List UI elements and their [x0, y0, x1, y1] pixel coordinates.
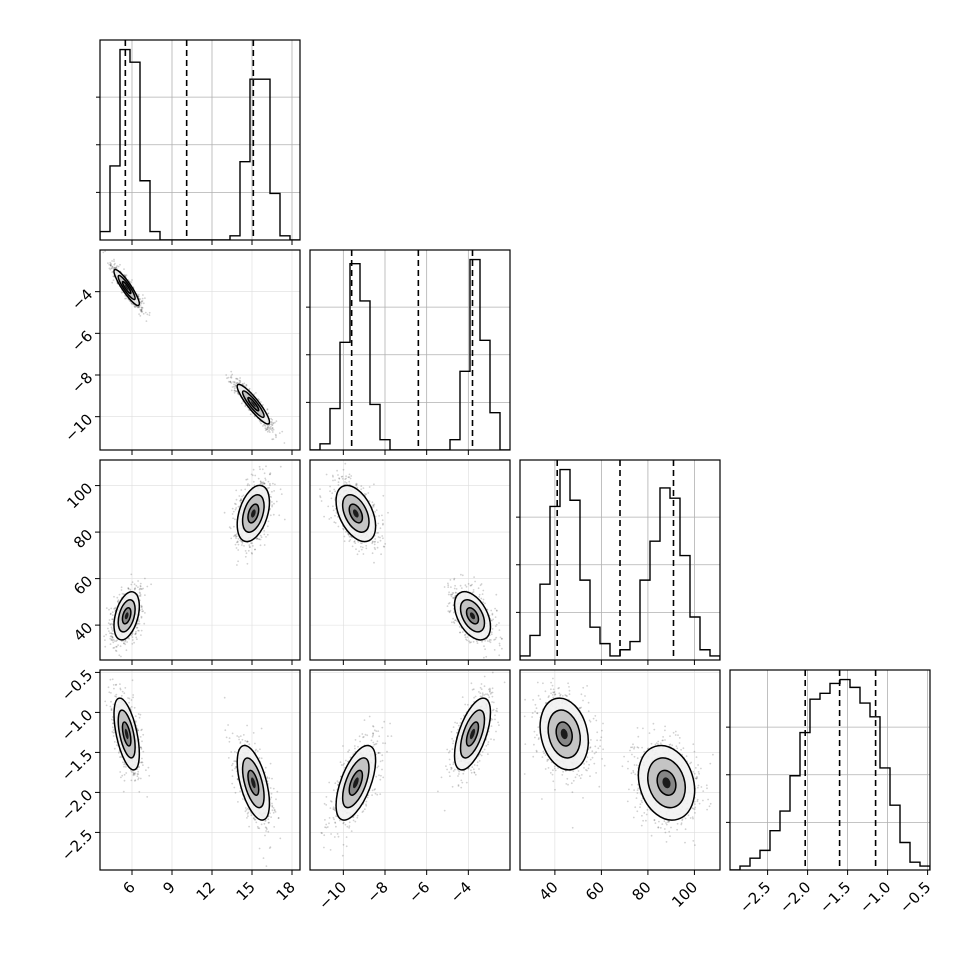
panel-frame	[309, 669, 511, 871]
panel-1-1	[306, 249, 511, 455]
density-contour-1	[335, 744, 377, 821]
density-contour-0	[453, 697, 492, 771]
panel-frame	[519, 669, 721, 871]
density-contour-1	[236, 484, 271, 543]
grid	[310, 250, 510, 450]
panel-frame	[99, 459, 301, 661]
panel-2-0: 40 60 80 100	[63, 459, 301, 665]
histogram-3	[730, 678, 930, 870]
panel-frame	[99, 249, 301, 451]
y-tick-label: −1.0	[58, 706, 96, 744]
grid	[100, 40, 300, 240]
x-tick-label: 6	[119, 878, 138, 897]
y-tick-label: −2.0	[58, 786, 96, 824]
y-tick-label: 100	[63, 479, 96, 512]
x-tick-label: −10	[315, 878, 350, 913]
density-contour-0	[113, 697, 141, 771]
panel-frame	[519, 459, 721, 661]
x-tick-label: −2.0	[776, 878, 814, 916]
y-tick-label: −10	[61, 410, 96, 445]
panel-frame	[309, 249, 511, 451]
x-tick-label: 100	[668, 878, 701, 911]
x-tick-label: 60	[582, 878, 608, 904]
y-tick-label: −6	[68, 327, 96, 355]
grid	[100, 670, 300, 870]
density-contour-1	[637, 744, 696, 821]
panel-3-2: 40 60 80 100	[519, 669, 721, 911]
x-tick-label: −1.0	[856, 878, 894, 916]
y-tick-label: −4	[68, 285, 96, 313]
density-contour-0	[113, 590, 141, 641]
density-contour-0	[453, 590, 492, 641]
density-contour-1	[236, 383, 271, 425]
x-tick-label: 9	[159, 878, 178, 897]
density-contour-0	[539, 697, 590, 771]
panel-2-1	[309, 459, 511, 665]
panel-3-3: −2.5 −2.0 −1.5 −1.0 −0.5	[726, 669, 934, 917]
x-tick-label: 80	[629, 878, 655, 904]
x-tick-label: −4	[447, 878, 475, 906]
density-contour-1	[335, 484, 377, 543]
x-tick-label: −2.5	[736, 878, 774, 916]
y-tick-label: −1.5	[58, 746, 96, 784]
panel-frame	[99, 669, 301, 871]
y-tick-label: −0.5	[58, 666, 96, 704]
panel-0-0	[96, 39, 301, 245]
y-tick-label: 40	[70, 619, 96, 645]
grid	[730, 670, 930, 870]
x-tick-label: 40	[535, 878, 561, 904]
x-tick-label: 15	[233, 878, 259, 904]
x-tick-label: −8	[363, 878, 391, 906]
histogram-0	[100, 48, 300, 240]
y-tick-label: 80	[70, 526, 96, 552]
grid	[310, 670, 510, 870]
density-contour-0	[113, 268, 141, 307]
panel-frame	[309, 459, 511, 661]
scatter-points	[320, 671, 506, 857]
x-tick-label: −0.5	[896, 878, 934, 916]
y-tick-label: 60	[70, 572, 96, 598]
y-tick-label: −2.5	[58, 826, 96, 864]
x-tick-label: −1.5	[816, 878, 854, 916]
x-tick-label: 12	[193, 878, 219, 904]
x-tick-label: 18	[273, 878, 299, 904]
panel-frame	[99, 39, 301, 241]
panel-1-0: −10 −8 −6 −4	[61, 249, 301, 455]
histogram-1	[310, 258, 510, 450]
panel-3-1: −10 −8 −6 −4	[309, 669, 511, 913]
panel-2-2	[516, 459, 721, 665]
y-tick-label: −8	[68, 369, 96, 397]
density-contour-1	[236, 744, 271, 821]
panel-frame	[729, 669, 931, 871]
panel-3-0: −2.5−2.0−1.5−1.0−0.5 6 9 12 15 18	[58, 666, 301, 904]
grid	[100, 250, 300, 450]
x-tick-label: −6	[405, 878, 433, 906]
